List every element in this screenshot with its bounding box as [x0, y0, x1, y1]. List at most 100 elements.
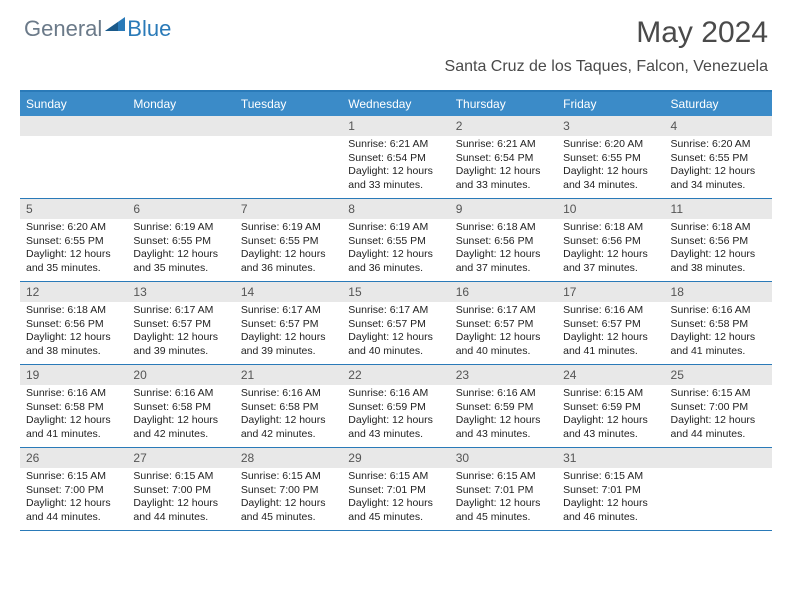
- day-detail-line: Daylight: 12 hours: [456, 331, 551, 345]
- day-detail-line: Sunset: 6:57 PM: [133, 318, 228, 332]
- day-detail-line: and 42 minutes.: [241, 428, 336, 442]
- day-detail-line: Sunset: 6:54 PM: [456, 152, 551, 166]
- day-number: 30: [450, 448, 557, 468]
- day-detail-line: Daylight: 12 hours: [671, 165, 766, 179]
- calendar-day: 6Sunrise: 6:19 AMSunset: 6:55 PMDaylight…: [127, 199, 234, 281]
- day-detail-line: Daylight: 12 hours: [563, 497, 658, 511]
- day-details: Sunrise: 6:17 AMSunset: 6:57 PMDaylight:…: [450, 302, 557, 363]
- day-details: Sunrise: 6:15 AMSunset: 7:00 PMDaylight:…: [665, 385, 772, 446]
- calendar-day: [20, 116, 127, 198]
- day-number: 16: [450, 282, 557, 302]
- day-detail-line: Daylight: 12 hours: [456, 497, 551, 511]
- day-number: [20, 116, 127, 136]
- day-detail-line: Daylight: 12 hours: [456, 165, 551, 179]
- day-detail-line: Daylight: 12 hours: [241, 331, 336, 345]
- day-detail-line: and 36 minutes.: [241, 262, 336, 276]
- calendar-week: 5Sunrise: 6:20 AMSunset: 6:55 PMDaylight…: [20, 199, 772, 282]
- day-details: Sunrise: 6:19 AMSunset: 6:55 PMDaylight:…: [127, 219, 234, 280]
- calendar: SundayMondayTuesdayWednesdayThursdayFrid…: [20, 90, 772, 531]
- day-number: 18: [665, 282, 772, 302]
- day-detail-line: Sunrise: 6:20 AM: [26, 221, 121, 235]
- day-number: 28: [235, 448, 342, 468]
- day-number: 13: [127, 282, 234, 302]
- logo-triangle-icon: [105, 17, 125, 31]
- calendar-day: 29Sunrise: 6:15 AMSunset: 7:01 PMDayligh…: [342, 448, 449, 530]
- day-detail-line: Sunset: 6:55 PM: [241, 235, 336, 249]
- day-detail-line: Sunset: 6:58 PM: [26, 401, 121, 415]
- day-detail-line: Sunset: 7:00 PM: [133, 484, 228, 498]
- day-detail-line: and 40 minutes.: [456, 345, 551, 359]
- day-detail-line: Sunset: 7:00 PM: [241, 484, 336, 498]
- day-detail-line: and 41 minutes.: [26, 428, 121, 442]
- day-detail-line: Daylight: 12 hours: [563, 248, 658, 262]
- day-detail-line: Sunset: 6:59 PM: [563, 401, 658, 415]
- calendar-day: 3Sunrise: 6:20 AMSunset: 6:55 PMDaylight…: [557, 116, 664, 198]
- day-detail-line: Sunset: 6:58 PM: [133, 401, 228, 415]
- day-detail-line: Sunset: 6:58 PM: [241, 401, 336, 415]
- day-detail-line: Sunset: 6:55 PM: [133, 235, 228, 249]
- weekday-header: Tuesday: [235, 92, 342, 116]
- day-details: Sunrise: 6:15 AMSunset: 7:01 PMDaylight:…: [342, 468, 449, 529]
- location: Santa Cruz de los Taques, Falcon, Venezu…: [445, 58, 768, 76]
- day-detail-line: Sunset: 7:01 PM: [348, 484, 443, 498]
- day-details: Sunrise: 6:16 AMSunset: 6:58 PMDaylight:…: [20, 385, 127, 446]
- day-details: Sunrise: 6:15 AMSunset: 7:01 PMDaylight:…: [557, 468, 664, 529]
- day-number: 4: [665, 116, 772, 136]
- day-detail-line: Daylight: 12 hours: [26, 414, 121, 428]
- day-detail-line: Sunrise: 6:16 AM: [456, 387, 551, 401]
- day-detail-line: Daylight: 12 hours: [671, 331, 766, 345]
- day-number: 21: [235, 365, 342, 385]
- calendar-day: 21Sunrise: 6:16 AMSunset: 6:58 PMDayligh…: [235, 365, 342, 447]
- day-detail-line: Sunrise: 6:18 AM: [26, 304, 121, 318]
- day-details: Sunrise: 6:20 AMSunset: 6:55 PMDaylight:…: [557, 136, 664, 197]
- day-detail-line: Sunset: 7:01 PM: [456, 484, 551, 498]
- day-detail-line: Daylight: 12 hours: [348, 414, 443, 428]
- day-detail-line: Sunset: 6:55 PM: [563, 152, 658, 166]
- day-number: 11: [665, 199, 772, 219]
- calendar-week: 1Sunrise: 6:21 AMSunset: 6:54 PMDaylight…: [20, 116, 772, 199]
- day-detail-line: Sunrise: 6:20 AM: [563, 138, 658, 152]
- calendar-weeks: 1Sunrise: 6:21 AMSunset: 6:54 PMDaylight…: [20, 116, 772, 531]
- calendar-day: 17Sunrise: 6:16 AMSunset: 6:57 PMDayligh…: [557, 282, 664, 364]
- day-details: Sunrise: 6:15 AMSunset: 7:00 PMDaylight:…: [20, 468, 127, 529]
- day-details: Sunrise: 6:16 AMSunset: 6:58 PMDaylight:…: [665, 302, 772, 363]
- day-detail-line: and 35 minutes.: [133, 262, 228, 276]
- day-detail-line: and 41 minutes.: [671, 345, 766, 359]
- day-detail-line: and 44 minutes.: [671, 428, 766, 442]
- day-detail-line: Sunrise: 6:17 AM: [348, 304, 443, 318]
- day-detail-line: Sunrise: 6:15 AM: [671, 387, 766, 401]
- calendar-day: 5Sunrise: 6:20 AMSunset: 6:55 PMDaylight…: [20, 199, 127, 281]
- day-detail-line: Sunrise: 6:15 AM: [563, 387, 658, 401]
- day-detail-line: Sunrise: 6:16 AM: [26, 387, 121, 401]
- calendar-day: 23Sunrise: 6:16 AMSunset: 6:59 PMDayligh…: [450, 365, 557, 447]
- title-block: May 2024 Santa Cruz de los Taques, Falco…: [445, 16, 768, 76]
- day-detail-line: Daylight: 12 hours: [671, 248, 766, 262]
- day-details: Sunrise: 6:15 AMSunset: 7:00 PMDaylight:…: [127, 468, 234, 529]
- day-detail-line: Sunset: 7:00 PM: [26, 484, 121, 498]
- day-number: 1: [342, 116, 449, 136]
- day-details: Sunrise: 6:18 AMSunset: 6:56 PMDaylight:…: [665, 219, 772, 280]
- day-detail-line: and 34 minutes.: [563, 179, 658, 193]
- day-detail-line: Daylight: 12 hours: [241, 414, 336, 428]
- day-detail-line: Sunset: 6:57 PM: [563, 318, 658, 332]
- day-details: Sunrise: 6:17 AMSunset: 6:57 PMDaylight:…: [342, 302, 449, 363]
- day-details: Sunrise: 6:18 AMSunset: 6:56 PMDaylight:…: [557, 219, 664, 280]
- day-details: Sunrise: 6:19 AMSunset: 6:55 PMDaylight:…: [235, 219, 342, 280]
- day-detail-line: Sunset: 6:54 PM: [348, 152, 443, 166]
- day-detail-line: Sunrise: 6:15 AM: [26, 470, 121, 484]
- day-detail-line: and 43 minutes.: [348, 428, 443, 442]
- logo: General Blue: [24, 16, 171, 42]
- day-detail-line: and 39 minutes.: [241, 345, 336, 359]
- day-detail-line: Sunset: 6:57 PM: [456, 318, 551, 332]
- day-details: Sunrise: 6:18 AMSunset: 6:56 PMDaylight:…: [20, 302, 127, 363]
- day-detail-line: and 39 minutes.: [133, 345, 228, 359]
- day-detail-line: Sunrise: 6:15 AM: [133, 470, 228, 484]
- calendar-week: 19Sunrise: 6:16 AMSunset: 6:58 PMDayligh…: [20, 365, 772, 448]
- day-detail-line: Sunset: 6:57 PM: [241, 318, 336, 332]
- day-detail-line: Daylight: 12 hours: [133, 497, 228, 511]
- day-detail-line: Daylight: 12 hours: [133, 331, 228, 345]
- calendar-day: [127, 116, 234, 198]
- day-details: Sunrise: 6:21 AMSunset: 6:54 PMDaylight:…: [342, 136, 449, 197]
- day-detail-line: Sunset: 6:56 PM: [26, 318, 121, 332]
- calendar-day: 20Sunrise: 6:16 AMSunset: 6:58 PMDayligh…: [127, 365, 234, 447]
